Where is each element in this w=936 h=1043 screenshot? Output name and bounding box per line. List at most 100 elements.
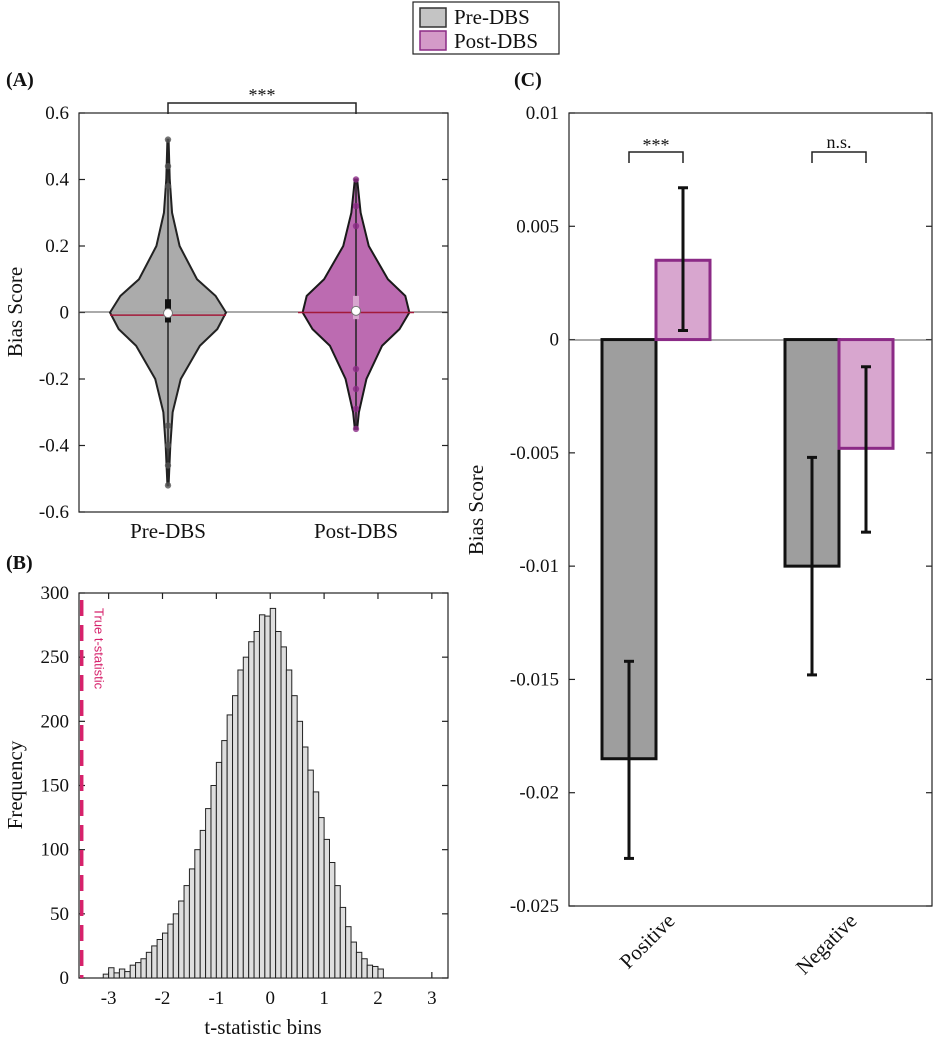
panel-c-sig-bracket-positive xyxy=(628,151,684,163)
histogram-bar xyxy=(258,614,266,979)
panel-a-xtick-pre: Pre-DBS xyxy=(130,519,206,543)
panel-b-xtick-label: 2 xyxy=(373,988,383,1009)
histogram-bar xyxy=(302,746,309,979)
histogram-bar xyxy=(205,808,212,979)
histogram-bar xyxy=(237,669,244,979)
histogram-bar xyxy=(113,972,120,979)
panel-c-ytick-label: -0.01 xyxy=(519,556,559,577)
violin-outlier-point xyxy=(352,365,360,373)
panel-b-xtick-label: -2 xyxy=(155,988,171,1009)
legend-label-pre: Pre-DBS xyxy=(454,5,530,29)
histogram-bar xyxy=(183,885,190,979)
panel-b-ytick-label: 0 xyxy=(60,968,70,989)
histogram-bar xyxy=(328,862,336,979)
panel-a-ytick-label: 0.6 xyxy=(45,103,69,124)
histogram-bar xyxy=(124,971,131,979)
violin-outlier-point xyxy=(352,202,360,210)
violin-outlier-point xyxy=(164,163,172,170)
histogram-bar xyxy=(167,923,174,979)
legend: Pre-DBS Post-DBS xyxy=(412,1,560,55)
histogram-bar xyxy=(377,968,384,979)
panel-b: (B) 0 50 100 150 200 250 300 -3 -2 -1 0 1 2 3 True t… xyxy=(3,552,449,1039)
histogram-bar xyxy=(307,769,314,979)
bar-pre-positive xyxy=(600,338,658,761)
panel-b-ytick-label: 100 xyxy=(41,840,70,861)
panel-c-axes xyxy=(568,112,933,907)
violin-outlier-point xyxy=(164,442,172,449)
violin-outlier-point xyxy=(352,425,360,433)
histogram-bar xyxy=(135,962,142,979)
histogram-bar xyxy=(366,964,374,979)
histogram-bar xyxy=(188,868,196,979)
histogram-bar xyxy=(372,965,379,979)
panel-c-y-label: Bias Score xyxy=(464,465,488,555)
histogram-bar xyxy=(161,932,169,979)
histogram-bar xyxy=(253,631,260,979)
panel-a-label: (A) xyxy=(6,69,34,91)
panel-b-ytick-label: 150 xyxy=(41,776,70,797)
panel-b-y-ticks: 0 50 100 150 200 250 300 xyxy=(41,583,448,989)
histogram-bar xyxy=(275,631,282,979)
panel-b-histogram-bars xyxy=(102,607,384,979)
histogram-bar xyxy=(350,941,357,979)
panel-b-xtick-label: -1 xyxy=(208,988,224,1009)
panel-b-ytick-label: 250 xyxy=(41,647,70,668)
panel-b-ytick-label: 50 xyxy=(50,904,69,925)
histogram-bar xyxy=(156,939,163,979)
histogram-bar xyxy=(285,669,293,979)
panel-c-ytick-label: -0.02 xyxy=(519,783,559,804)
panel-c-bars xyxy=(600,186,895,860)
panel-a-y-ticks: -0.6 -0.4 -0.2 0 0.2 0.4 0.6 xyxy=(39,103,448,523)
histogram-bar xyxy=(242,656,250,979)
histogram-bar xyxy=(323,838,330,979)
histogram-bar xyxy=(145,951,153,979)
histogram-bar xyxy=(226,714,234,979)
panel-c-xtick-negative: Negative xyxy=(791,909,862,980)
panel-b-xtick-label: 0 xyxy=(265,988,275,1009)
panel-b-xtick-label: 3 xyxy=(427,988,437,1009)
histogram-bar xyxy=(172,913,180,979)
panel-a-sig-bracket xyxy=(167,102,357,114)
panel-b-y-label: Frequency xyxy=(3,740,27,829)
panel-c-sig-negative: n.s. xyxy=(826,132,851,152)
histogram-bar xyxy=(248,641,255,979)
histogram-bar xyxy=(291,695,298,979)
violin-outlier-point xyxy=(164,136,172,143)
legend-label-post: Post-DBS xyxy=(454,29,538,53)
panel-a-ytick-label: 0.2 xyxy=(45,236,69,257)
histogram-bar xyxy=(264,615,271,979)
panel-a-ytick-label: -0.6 xyxy=(39,502,69,523)
panel-c-sig-positive: *** xyxy=(643,135,670,155)
panel-c-ytick-label: 0 xyxy=(550,330,560,351)
histogram-bar xyxy=(280,646,287,979)
panel-a-ytick-label: 0.4 xyxy=(45,170,69,191)
histogram-bar xyxy=(102,973,110,979)
panel-a-y-label: Bias Score xyxy=(3,267,27,357)
violin-median-point xyxy=(163,308,173,319)
histogram-bar xyxy=(232,695,239,979)
violin-outlier-point xyxy=(164,422,172,429)
histogram-bar xyxy=(355,951,363,979)
panel-a-significance: *** xyxy=(167,85,357,114)
panel-b-xtick-label: -3 xyxy=(101,988,117,1009)
violin-outlier-point xyxy=(352,405,360,413)
panel-a-ytick-label: -0.2 xyxy=(39,369,69,390)
panel-a-sig-stars: *** xyxy=(249,85,276,105)
legend-swatch-post xyxy=(419,30,447,51)
panel-c-label: (C) xyxy=(514,69,542,91)
panel-a-ytick-label: -0.4 xyxy=(39,436,70,457)
histogram-bar xyxy=(312,791,320,979)
histogram-bar xyxy=(269,607,277,979)
histogram-bar xyxy=(129,964,137,979)
panel-c-ytick-label: -0.015 xyxy=(510,669,559,690)
violin-outlier-point xyxy=(164,182,172,190)
histogram-bar xyxy=(345,926,352,979)
panel-c-xtick-positive: Positive xyxy=(615,909,680,974)
histogram-bar xyxy=(108,967,115,979)
histogram-bar xyxy=(199,829,207,979)
panel-b-xtick-label: 1 xyxy=(319,988,329,1009)
violin-outlier-point xyxy=(352,176,360,183)
histogram-bar xyxy=(194,849,201,979)
panel-c-ytick-label: 0.005 xyxy=(516,216,559,237)
